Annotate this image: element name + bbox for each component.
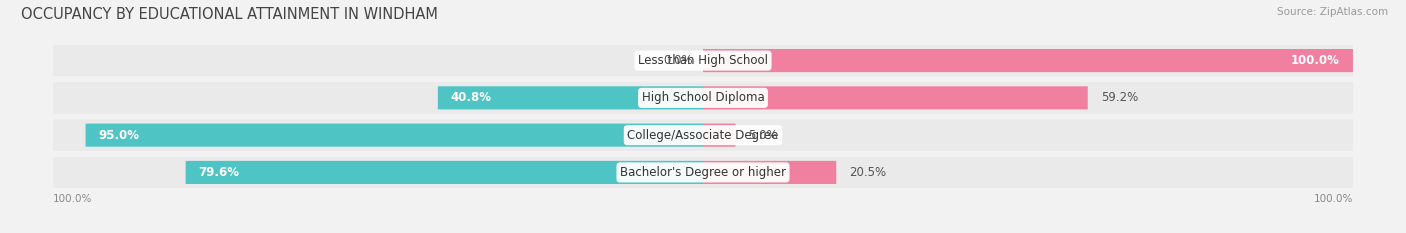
Text: College/Associate Degree: College/Associate Degree [627,129,779,142]
FancyBboxPatch shape [703,123,735,147]
Text: 20.5%: 20.5% [849,166,886,179]
FancyBboxPatch shape [437,86,703,110]
FancyBboxPatch shape [53,120,1353,151]
Text: 40.8%: 40.8% [451,91,492,104]
Text: 100.0%: 100.0% [1313,194,1353,204]
Text: 100.0%: 100.0% [53,194,93,204]
Text: Less than High School: Less than High School [638,54,768,67]
Text: Bachelor's Degree or higher: Bachelor's Degree or higher [620,166,786,179]
Text: 95.0%: 95.0% [98,129,139,142]
Text: Source: ZipAtlas.com: Source: ZipAtlas.com [1277,7,1388,17]
FancyBboxPatch shape [53,45,1353,76]
FancyBboxPatch shape [703,86,1088,110]
FancyBboxPatch shape [86,123,703,147]
Text: 0.0%: 0.0% [664,54,693,67]
FancyBboxPatch shape [703,49,1353,72]
Text: 5.0%: 5.0% [748,129,778,142]
FancyBboxPatch shape [703,161,837,184]
Text: 79.6%: 79.6% [198,166,239,179]
FancyBboxPatch shape [53,82,1353,113]
Text: High School Diploma: High School Diploma [641,91,765,104]
FancyBboxPatch shape [53,157,1353,188]
FancyBboxPatch shape [186,161,703,184]
Text: 100.0%: 100.0% [1291,54,1340,67]
Text: 59.2%: 59.2% [1101,91,1137,104]
Text: OCCUPANCY BY EDUCATIONAL ATTAINMENT IN WINDHAM: OCCUPANCY BY EDUCATIONAL ATTAINMENT IN W… [21,7,437,22]
